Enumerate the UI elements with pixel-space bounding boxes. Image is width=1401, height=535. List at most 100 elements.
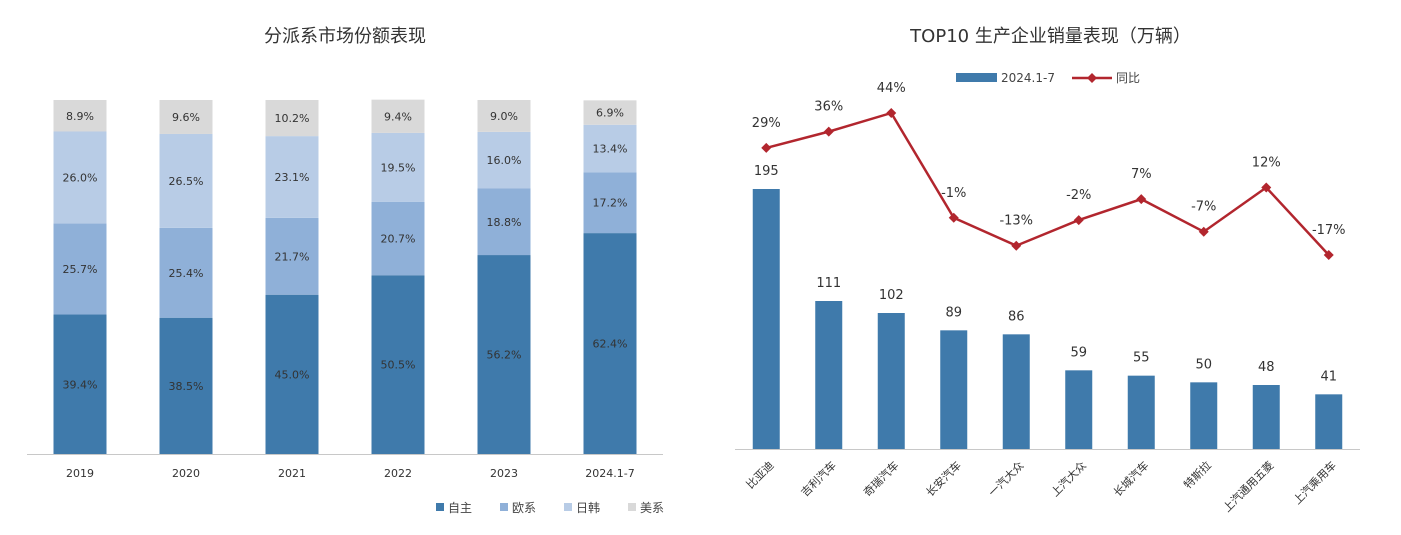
yoy-value-label: 36% [814, 100, 843, 115]
legend-label-line: 同比 [1116, 71, 1140, 85]
yoy-marker [1261, 182, 1272, 193]
bar-segment-1 [583, 233, 637, 454]
yoy-value-label: 12% [1252, 155, 1281, 170]
legend-swatch-2 [500, 503, 508, 511]
segment-value-label: 39.4% [63, 378, 98, 391]
yoy-marker [1323, 250, 1334, 260]
segment-value-label: 26.5% [169, 175, 204, 188]
segment-value-label: 23.1% [275, 171, 310, 184]
market-share-chart: 分派系市场份额表现 39.4% 25.7% 26.0% 8.9% 2019 38.5% 25… [0, 0, 690, 535]
segment-value-label: 45.0% [275, 368, 310, 381]
segment-value-label: 9.4% [384, 110, 412, 123]
yoy-marker [948, 212, 959, 223]
x-tick-label: 2023 [490, 467, 518, 480]
legend-label-2: 欧系 [512, 501, 536, 515]
market-share-chart-svg: 39.4% 25.7% 26.0% 8.9% 2019 38.5% 25.4% 26.5% 9.… [27, 99, 664, 515]
bar-segment-2 [53, 223, 107, 315]
legend-label-1: 自主 [448, 501, 472, 515]
bar-segment-1 [159, 317, 213, 454]
segment-value-label: 18.8% [487, 216, 522, 229]
yoy-marker [886, 108, 897, 118]
sales-value-label: 50 [1195, 357, 1212, 372]
sales-bar [1065, 370, 1093, 449]
bar-segment-1 [371, 275, 425, 454]
segment-value-label: 21.7% [275, 250, 310, 263]
x-tick-label: 上汽通用五菱 [1220, 458, 1277, 515]
yoy-marker [1136, 194, 1147, 205]
x-tick-label: 上汽乘用车 [1290, 458, 1339, 507]
legend-swatch-3 [564, 503, 572, 511]
x-tick-label: 2019 [66, 467, 94, 480]
segment-value-label: 56.2% [487, 349, 522, 362]
legend-label-3: 日韩 [576, 500, 600, 515]
x-tick-label: 上汽大众 [1048, 458, 1089, 499]
sales-bar [1002, 334, 1030, 449]
segment-value-label: 20.7% [381, 233, 416, 246]
segment-value-label: 9.6% [172, 111, 200, 124]
x-tick-label: 比亚迪 [744, 459, 777, 492]
sales-value-label: 89 [945, 305, 962, 320]
segment-value-label: 13.4% [593, 142, 628, 155]
yoy-line [765, 111, 1330, 256]
sales-value-label: 48 [1258, 360, 1275, 375]
sales-value-label: 41 [1320, 369, 1337, 384]
sales-bar [1252, 385, 1280, 449]
segment-value-label: 10.2% [275, 112, 310, 125]
segment-value-label: 38.5% [169, 380, 204, 393]
bar-segment-4 [477, 100, 531, 132]
sales-bar [1315, 394, 1343, 449]
yoy-value-label: 7% [1131, 167, 1152, 182]
segment-value-label: 50.5% [381, 359, 416, 372]
bar-segment-3 [53, 131, 107, 224]
x-tick-label: 吉利汽车 [798, 458, 839, 499]
x-tick-label: 2021 [278, 467, 306, 480]
bar-segment-3 [265, 136, 319, 218]
sales-bar [1190, 382, 1218, 449]
bar-segment-2 [371, 201, 425, 276]
bar-segment-4 [53, 100, 107, 132]
sales-bar [877, 313, 905, 449]
legend-swatch-4 [628, 503, 636, 511]
x-tick-label: 特斯拉 [1181, 458, 1214, 491]
sales-value-label: 86 [1008, 309, 1025, 324]
segment-value-label: 62.4% [593, 338, 628, 351]
bar-segment-2 [159, 227, 213, 318]
top10-sales-chart-title: TOP10 生产企业销量表现（万辆） [910, 26, 1191, 47]
yoy-marker [761, 142, 772, 153]
x-tick-label: 奇瑞汽车 [860, 458, 901, 499]
yoy-value-label: -1% [941, 186, 966, 201]
bar-segment-3 [583, 124, 637, 173]
segment-value-label: 6.9% [596, 107, 624, 120]
legend-label-bar: 2024.1-7 [1001, 71, 1055, 85]
bar-segment-1 [477, 255, 531, 454]
x-tick-label: 2022 [384, 467, 412, 480]
bar-segment-4 [265, 100, 319, 137]
bar-segment-4 [159, 100, 213, 134]
bar-segment-2 [583, 172, 637, 234]
yoy-marker [1073, 215, 1084, 226]
sales-value-label: 111 [816, 276, 841, 291]
yoy-value-label: 29% [752, 116, 781, 131]
legend-swatch-bar [956, 73, 997, 82]
segment-value-label: 26.0% [63, 172, 98, 185]
x-tick-label: 一汽大众 [985, 458, 1026, 499]
yoy-marker [1198, 226, 1209, 237]
yoy-value-label: -7% [1191, 200, 1216, 215]
yoy-value-label: 44% [877, 81, 906, 96]
yoy-marker [823, 126, 834, 137]
bar-segment-4 [371, 99, 425, 133]
sales-value-label: 102 [879, 288, 904, 303]
segment-value-label: 17.2% [593, 197, 628, 210]
segment-value-label: 25.7% [63, 263, 98, 276]
yoy-marker [1011, 240, 1022, 251]
x-tick-label: 2020 [172, 467, 200, 480]
legend-label-4: 美系 [640, 501, 664, 515]
segment-value-label: 9.0% [490, 110, 518, 123]
segment-value-label: 8.9% [66, 110, 94, 123]
sales-value-label: 55 [1133, 351, 1150, 366]
segment-value-label: 19.5% [381, 161, 416, 174]
sales-value-label: 59 [1070, 345, 1087, 360]
legend-swatch-1 [436, 503, 444, 511]
legend-marker-line [1087, 73, 1097, 83]
bar-segment-3 [371, 132, 425, 202]
